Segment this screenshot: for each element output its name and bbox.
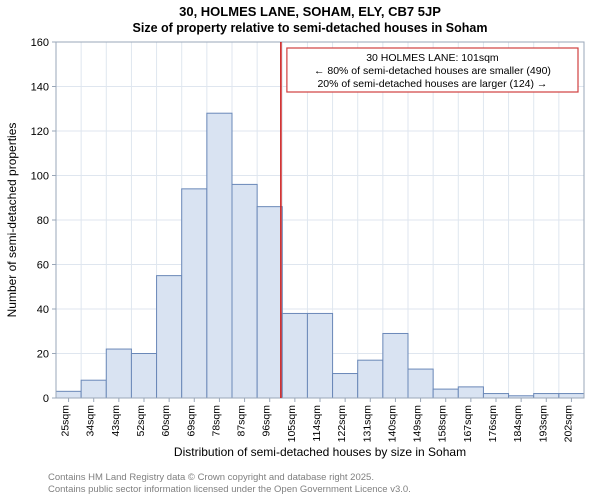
xtick-label: 131sqm	[361, 405, 373, 443]
attribution-footer: Contains HM Land Registry data © Crown c…	[48, 472, 411, 496]
ytick-label: 160	[31, 37, 49, 49]
xtick-label: 34sqm	[85, 405, 97, 437]
ytick-label: 60	[37, 260, 49, 272]
histogram-bar	[56, 391, 81, 398]
xtick-label: 140sqm	[386, 405, 398, 443]
histogram-bar	[333, 374, 358, 398]
histogram-bar	[383, 333, 408, 398]
histogram-bar	[534, 394, 559, 398]
histogram-bar	[358, 360, 383, 398]
xtick-label: 96sqm	[261, 405, 273, 437]
ytick-label: 140	[31, 82, 49, 94]
histogram-bar	[182, 189, 207, 398]
histogram-bar	[81, 380, 106, 398]
histogram-bar	[408, 369, 433, 398]
xtick-label: 87sqm	[236, 405, 248, 437]
histogram-bar	[157, 276, 182, 398]
ytick-label: 100	[31, 171, 49, 183]
y-axis-label: Number of semi-detached properties	[5, 123, 19, 318]
xtick-label: 158sqm	[437, 405, 449, 443]
ytick-label: 0	[43, 393, 49, 405]
ytick-label: 20	[37, 349, 49, 361]
xtick-label: 60sqm	[160, 405, 172, 437]
ytick-label: 120	[31, 126, 49, 138]
histogram-bar	[207, 113, 232, 398]
histogram-bar	[131, 354, 156, 399]
xtick-label: 184sqm	[512, 405, 524, 443]
histogram-bar	[282, 313, 307, 398]
x-axis-label: Distribution of semi-detached houses by …	[174, 445, 466, 459]
xtick-label: 105sqm	[286, 405, 298, 443]
ytick-label: 40	[37, 304, 49, 316]
histogram-bar	[559, 394, 584, 398]
xtick-label: 193sqm	[537, 405, 549, 443]
xtick-label: 202sqm	[562, 405, 574, 443]
histogram-chart: 0 20 40 60 80 100 120 140 160 25sqm 34sqm 43sqm 52sq…	[0, 0, 600, 500]
xtick-label: 78sqm	[210, 405, 222, 437]
footer-line-2: Contains public sector information licen…	[48, 484, 411, 496]
xtick-label: 122sqm	[336, 405, 348, 443]
chart-container: 0 20 40 60 80 100 120 140 160 25sqm 34sqm 43sqm 52sq…	[0, 0, 600, 500]
xtick-label: 114sqm	[311, 405, 323, 442]
histogram-bar	[433, 389, 458, 398]
annotation-line-2: ← 80% of semi-detached houses are smalle…	[314, 65, 551, 77]
ytick-label: 80	[37, 215, 49, 227]
xtick-label: 25sqm	[60, 405, 72, 437]
chart-title-main: 30, HOLMES LANE, SOHAM, ELY, CB7 5JP	[179, 4, 441, 19]
chart-title-sub: Size of property relative to semi-detach…	[133, 21, 488, 35]
xtick-label: 43sqm	[110, 405, 122, 437]
footer-line-1: Contains HM Land Registry data © Crown c…	[48, 472, 411, 484]
xtick-label: 167sqm	[462, 405, 474, 443]
histogram-bar	[483, 394, 508, 398]
annotation-line-1: 30 HOLMES LANE: 101sqm	[366, 52, 499, 64]
histogram-bar	[458, 387, 483, 398]
histogram-bar	[232, 184, 257, 398]
xtick-label: 149sqm	[412, 405, 424, 443]
histogram-bar	[106, 349, 131, 398]
xtick-label: 69sqm	[185, 405, 197, 437]
histogram-bar	[257, 207, 282, 398]
xtick-label: 52sqm	[135, 405, 147, 437]
xtick-label: 176sqm	[487, 405, 499, 443]
histogram-bar	[307, 313, 332, 398]
annotation-line-3: 20% of semi-detached houses are larger (…	[317, 78, 547, 90]
